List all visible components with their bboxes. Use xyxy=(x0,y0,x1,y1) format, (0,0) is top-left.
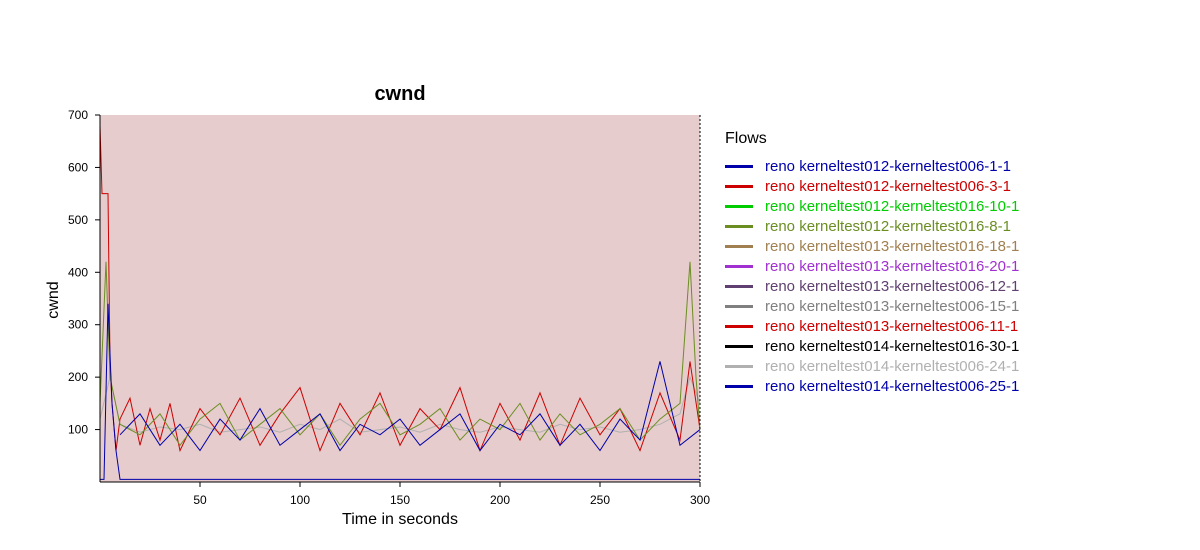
legend-label: reno kerneltest014-kerneltest006-25-1 xyxy=(765,377,1020,395)
y-tick-label: 500 xyxy=(68,213,88,227)
legend-item: reno kerneltest012-kerneltest006-3-1 xyxy=(725,176,1185,196)
legend-item: reno kerneltest014-kerneltest016-30-1 xyxy=(725,336,1185,356)
y-tick-label: 200 xyxy=(68,370,88,384)
legend-swatch xyxy=(725,384,753,388)
legend-item: reno kerneltest014-kerneltest006-24-1 xyxy=(725,356,1185,376)
legend-swatch xyxy=(725,304,753,308)
legend-item: reno kerneltest013-kerneltest006-12-1 xyxy=(725,276,1185,296)
legend-item: reno kerneltest013-kerneltest016-18-1 xyxy=(725,236,1185,256)
legend-swatch xyxy=(725,224,753,228)
legend-swatch xyxy=(725,184,753,188)
legend-swatch xyxy=(725,324,753,328)
x-tick-label: 100 xyxy=(290,493,310,507)
legend-item: reno kerneltest014-kerneltest006-25-1 xyxy=(725,376,1185,396)
legend-item: reno kerneltest012-kerneltest016-8-1 xyxy=(725,216,1185,236)
y-tick-label: 400 xyxy=(68,265,88,279)
legend-label: reno kerneltest014-kerneltest016-30-1 xyxy=(765,337,1020,355)
y-tick-label: 300 xyxy=(68,318,88,332)
x-ticks: 50 100 150 200 250 300 xyxy=(193,482,710,507)
y-tick-label: 600 xyxy=(68,160,88,174)
legend-title: Flows xyxy=(725,130,767,147)
legend-item: reno kerneltest013-kerneltest006-15-1 xyxy=(725,296,1185,316)
plot-area xyxy=(100,115,700,482)
legend-item: reno kerneltest012-kerneltest016-10-1 xyxy=(725,196,1185,216)
legend-label: reno kerneltest013-kerneltest016-18-1 xyxy=(765,237,1020,255)
legend-item: reno kerneltest013-kerneltest006-11-1 xyxy=(725,316,1185,336)
legend-label: reno kerneltest013-kerneltest006-11-1 xyxy=(765,317,1019,335)
legend-swatch xyxy=(725,264,753,268)
x-tick-label: 150 xyxy=(390,493,410,507)
legend-swatch xyxy=(725,284,753,288)
legend-items: reno kerneltest012-kerneltest006-1-1 reno… xyxy=(725,156,1185,396)
x-tick-label: 200 xyxy=(490,493,510,507)
legend-item: reno kerneltest013-kerneltest016-20-1 xyxy=(725,256,1185,276)
x-axis-label: Time in seconds xyxy=(342,511,458,528)
legend-swatch xyxy=(725,204,753,208)
x-tick-label: 250 xyxy=(590,493,610,507)
series-layer xyxy=(99,125,701,480)
legend-swatch xyxy=(725,244,753,248)
legend-label: reno kerneltest012-kerneltest016-10-1 xyxy=(765,197,1020,215)
y-tick-label: 700 xyxy=(68,108,88,122)
legend-label: reno kerneltest013-kerneltest006-15-1 xyxy=(765,297,1020,315)
series-line-5 xyxy=(119,361,701,452)
legend-swatch xyxy=(725,344,753,348)
legend-label: reno kerneltest014-kerneltest006-24-1 xyxy=(765,357,1020,375)
series-line-3 xyxy=(99,261,701,447)
y-ticks: 100 200 300 400 500 600 700 xyxy=(68,108,100,437)
legend: Flows reno kerneltest012-kerneltest006-1… xyxy=(725,130,1185,396)
legend-label: reno kerneltest013-kerneltest016-20-1 xyxy=(765,257,1020,275)
legend-label: reno kerneltest012-kerneltest006-3-1 xyxy=(765,177,1011,195)
legend-swatch xyxy=(725,164,753,168)
legend-label: reno kerneltest013-kerneltest006-12-1 xyxy=(765,277,1020,295)
chart-title: cwnd xyxy=(374,83,425,105)
legend-label: reno kerneltest012-kerneltest006-1-1 xyxy=(765,157,1011,175)
legend-swatch xyxy=(725,364,753,368)
legend-item: reno kerneltest012-kerneltest006-1-1 xyxy=(725,156,1185,176)
y-axis-label: cwnd xyxy=(45,281,62,318)
legend-label: reno kerneltest012-kerneltest016-8-1 xyxy=(765,217,1011,235)
y-tick-label: 100 xyxy=(68,423,88,437)
x-tick-label: 300 xyxy=(690,493,710,507)
x-tick-label: 50 xyxy=(193,493,207,507)
series-line-4 xyxy=(100,303,700,480)
